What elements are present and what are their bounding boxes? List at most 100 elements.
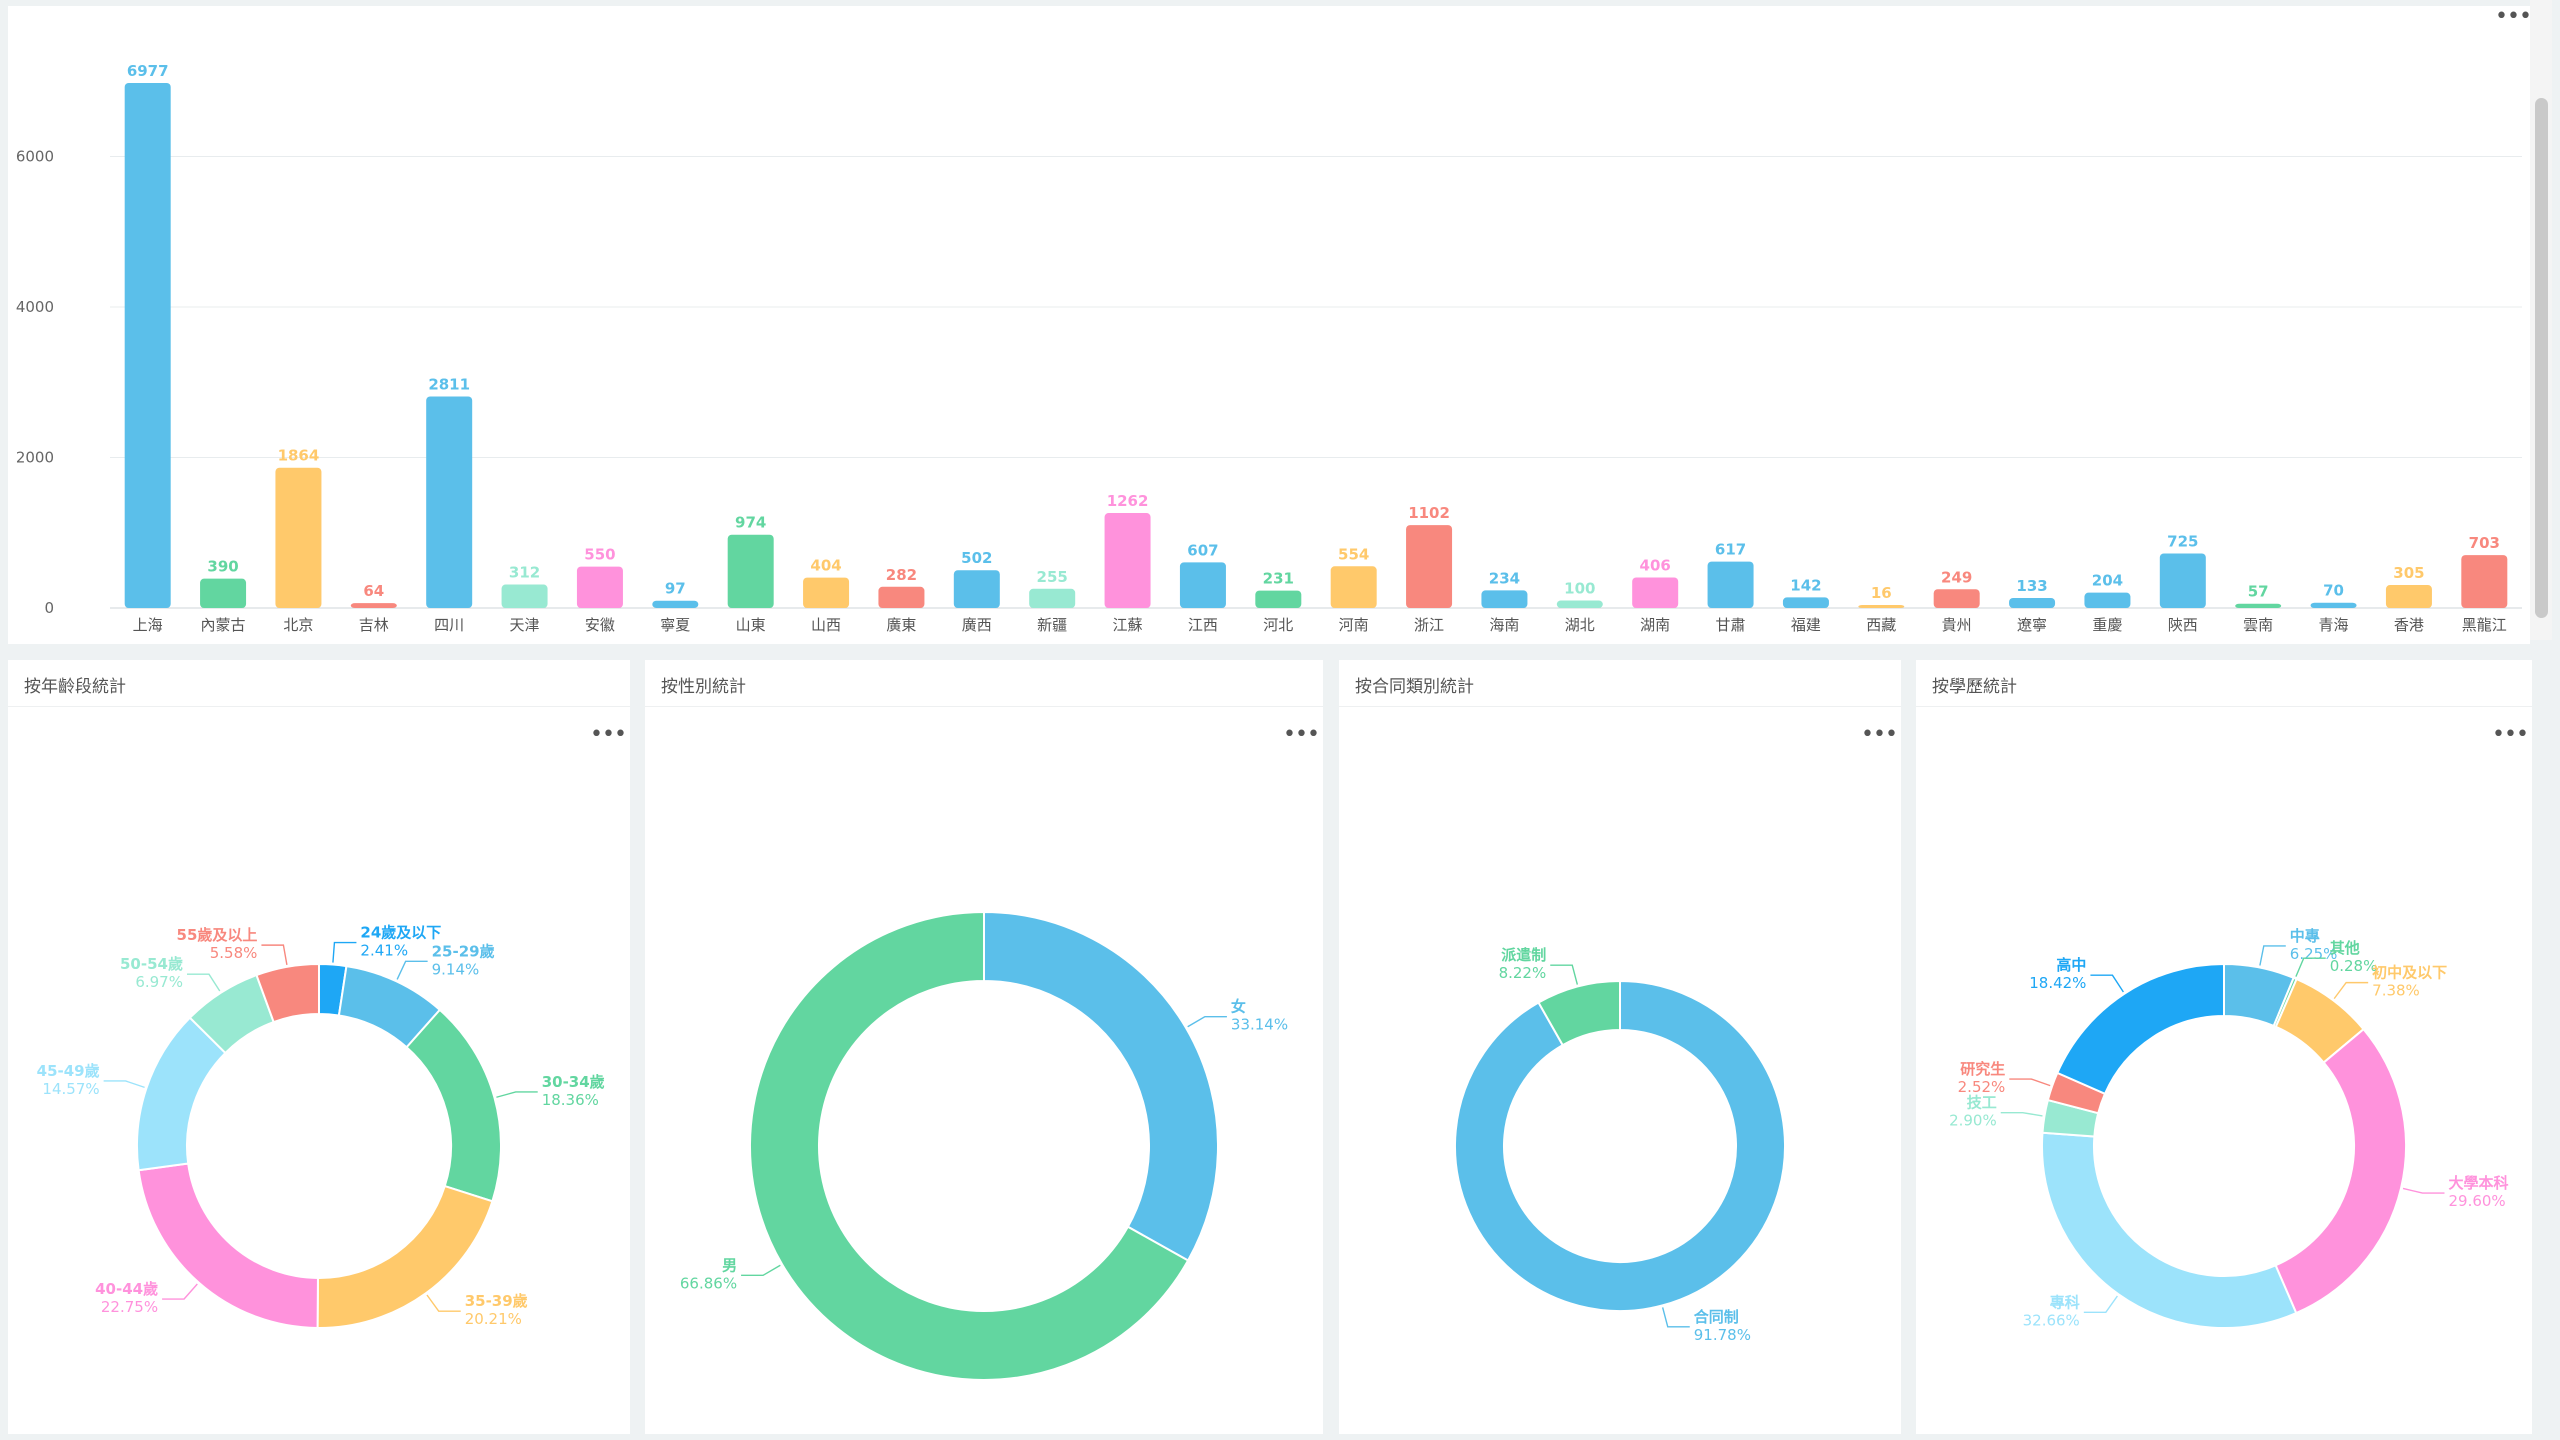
pie-slice[interactable] xyxy=(2274,1027,2407,1315)
slice-label: 派遣制 xyxy=(1501,946,1546,964)
slice-percent: 18.42% xyxy=(2029,974,2086,992)
x-tick-label: 湖北 xyxy=(1565,616,1595,634)
bar-value-label: 255 xyxy=(1037,568,1068,586)
bar[interactable] xyxy=(1782,597,1829,608)
bar-value-label: 204 xyxy=(2092,572,2123,590)
bar[interactable] xyxy=(1330,566,1377,608)
bar[interactable] xyxy=(1104,513,1151,608)
bar-value-label: 974 xyxy=(735,514,766,532)
bar[interactable] xyxy=(1481,590,1528,608)
y-tick-label: 4000 xyxy=(16,298,54,316)
panel-divider xyxy=(645,706,1323,707)
pie-slice[interactable] xyxy=(983,910,1219,1262)
slice-percent: 14.57% xyxy=(42,1080,99,1098)
slice-percent: 22.75% xyxy=(101,1298,158,1316)
pie-slice[interactable] xyxy=(2056,962,2225,1096)
bar[interactable] xyxy=(2159,553,2206,608)
slice-label: 45-49歲 xyxy=(37,1062,100,1080)
slice-percent: 9.14% xyxy=(432,960,480,978)
x-tick-label: 內蒙古 xyxy=(201,616,246,634)
bar[interactable] xyxy=(124,82,171,608)
slice-label: 30-34歲 xyxy=(542,1073,605,1091)
bar[interactable] xyxy=(1858,605,1905,608)
x-tick-label: 甘肅 xyxy=(1716,616,1746,634)
bar[interactable] xyxy=(1933,589,1980,608)
x-tick-label: 福建 xyxy=(1791,616,1821,634)
label-line xyxy=(2259,945,2286,966)
bar[interactable] xyxy=(2461,555,2508,608)
label-line xyxy=(1550,964,1579,985)
slice-label: 女 xyxy=(1231,998,1246,1016)
pie-slice[interactable] xyxy=(2041,1131,2298,1329)
bar[interactable] xyxy=(1179,562,1226,608)
bar[interactable] xyxy=(1406,525,1453,608)
label-line xyxy=(2402,1187,2445,1194)
bar[interactable] xyxy=(1632,577,1679,608)
slice-label: 高中 xyxy=(2056,956,2086,974)
bar[interactable] xyxy=(652,600,699,608)
bar[interactable] xyxy=(2084,592,2131,608)
panel-title: 按性別統計 xyxy=(661,677,746,697)
bar[interactable] xyxy=(803,577,850,608)
bar[interactable] xyxy=(2235,603,2282,608)
x-tick-label: 北京 xyxy=(283,616,313,634)
label-line xyxy=(2009,1078,2051,1087)
bar-value-label: 249 xyxy=(1941,568,1972,586)
scrollbar-thumb[interactable] xyxy=(2535,98,2548,618)
bar[interactable] xyxy=(576,566,623,608)
bar-value-label: 725 xyxy=(2167,532,2198,550)
x-tick-label: 河南 xyxy=(1339,616,1369,634)
pie-slice[interactable] xyxy=(137,1162,319,1330)
x-tick-label: 廣東 xyxy=(886,616,916,634)
bar-value-label: 97 xyxy=(665,580,686,598)
x-tick-label: 吉林 xyxy=(359,616,389,634)
x-tick-label: 天津 xyxy=(510,616,540,634)
label-line xyxy=(2083,1295,2118,1313)
slice-percent: 2.52% xyxy=(1958,1078,2006,1096)
bar-chart-panel: ••• 0 2000 4000 6000 6977 上海 390 內蒙古 1864 北京 64 吉林 2… xyxy=(8,6,2532,644)
bar[interactable] xyxy=(2009,597,2056,608)
bar-value-label: 234 xyxy=(1489,569,1520,587)
bar[interactable] xyxy=(426,396,473,608)
slice-percent: 32.66% xyxy=(2023,1311,2080,1329)
pie-slice[interactable] xyxy=(255,962,320,1024)
bar-value-label: 142 xyxy=(1790,576,1821,594)
pie-slice[interactable] xyxy=(405,1008,502,1203)
education-donut-chart: 中專6.25%其他0.28%初中及以下7.38%大學本科29.60%專科32.6… xyxy=(1949,927,2508,1329)
bar-value-label: 1864 xyxy=(278,447,320,465)
bar[interactable] xyxy=(727,534,774,608)
bar[interactable] xyxy=(953,570,1000,608)
bar[interactable] xyxy=(2310,602,2357,608)
label-line xyxy=(496,1091,538,1098)
bar[interactable] xyxy=(200,578,247,608)
bar-value-label: 607 xyxy=(1187,541,1218,559)
bar-value-label: 57 xyxy=(2248,583,2269,601)
label-line xyxy=(186,973,221,992)
x-tick-label: 山西 xyxy=(811,616,841,634)
x-tick-label: 浙江 xyxy=(1414,616,1444,634)
pie-slice[interactable] xyxy=(1537,979,1621,1047)
panel-divider xyxy=(8,706,630,707)
x-tick-label: 遼寧 xyxy=(2017,616,2047,634)
bar[interactable] xyxy=(2385,585,2432,608)
bar[interactable] xyxy=(878,586,925,608)
bar-value-label: 2811 xyxy=(428,375,470,393)
x-tick-label: 貴州 xyxy=(1942,616,1972,634)
bar[interactable] xyxy=(1556,600,1603,608)
province-bar-chart: 0 2000 4000 6000 6977 上海 390 內蒙古 1864 北京 64 吉林 2811 四… xyxy=(16,62,2522,634)
pie-slice[interactable] xyxy=(749,910,1190,1381)
bar[interactable] xyxy=(1029,588,1076,608)
slice-percent: 2.41% xyxy=(360,942,408,960)
bar[interactable] xyxy=(1707,561,1754,608)
x-tick-label: 江蘇 xyxy=(1113,616,1143,634)
bar[interactable] xyxy=(275,467,322,608)
gender-donut-chart: 女33.14% 男66.86% xyxy=(680,910,1288,1381)
slice-label: 中專 xyxy=(2290,927,2320,945)
pie-slice[interactable] xyxy=(1454,979,1786,1312)
bar[interactable] xyxy=(1255,590,1302,608)
x-tick-label: 黑龍江 xyxy=(2462,616,2507,634)
bar[interactable] xyxy=(501,584,548,608)
bar[interactable] xyxy=(350,603,397,608)
